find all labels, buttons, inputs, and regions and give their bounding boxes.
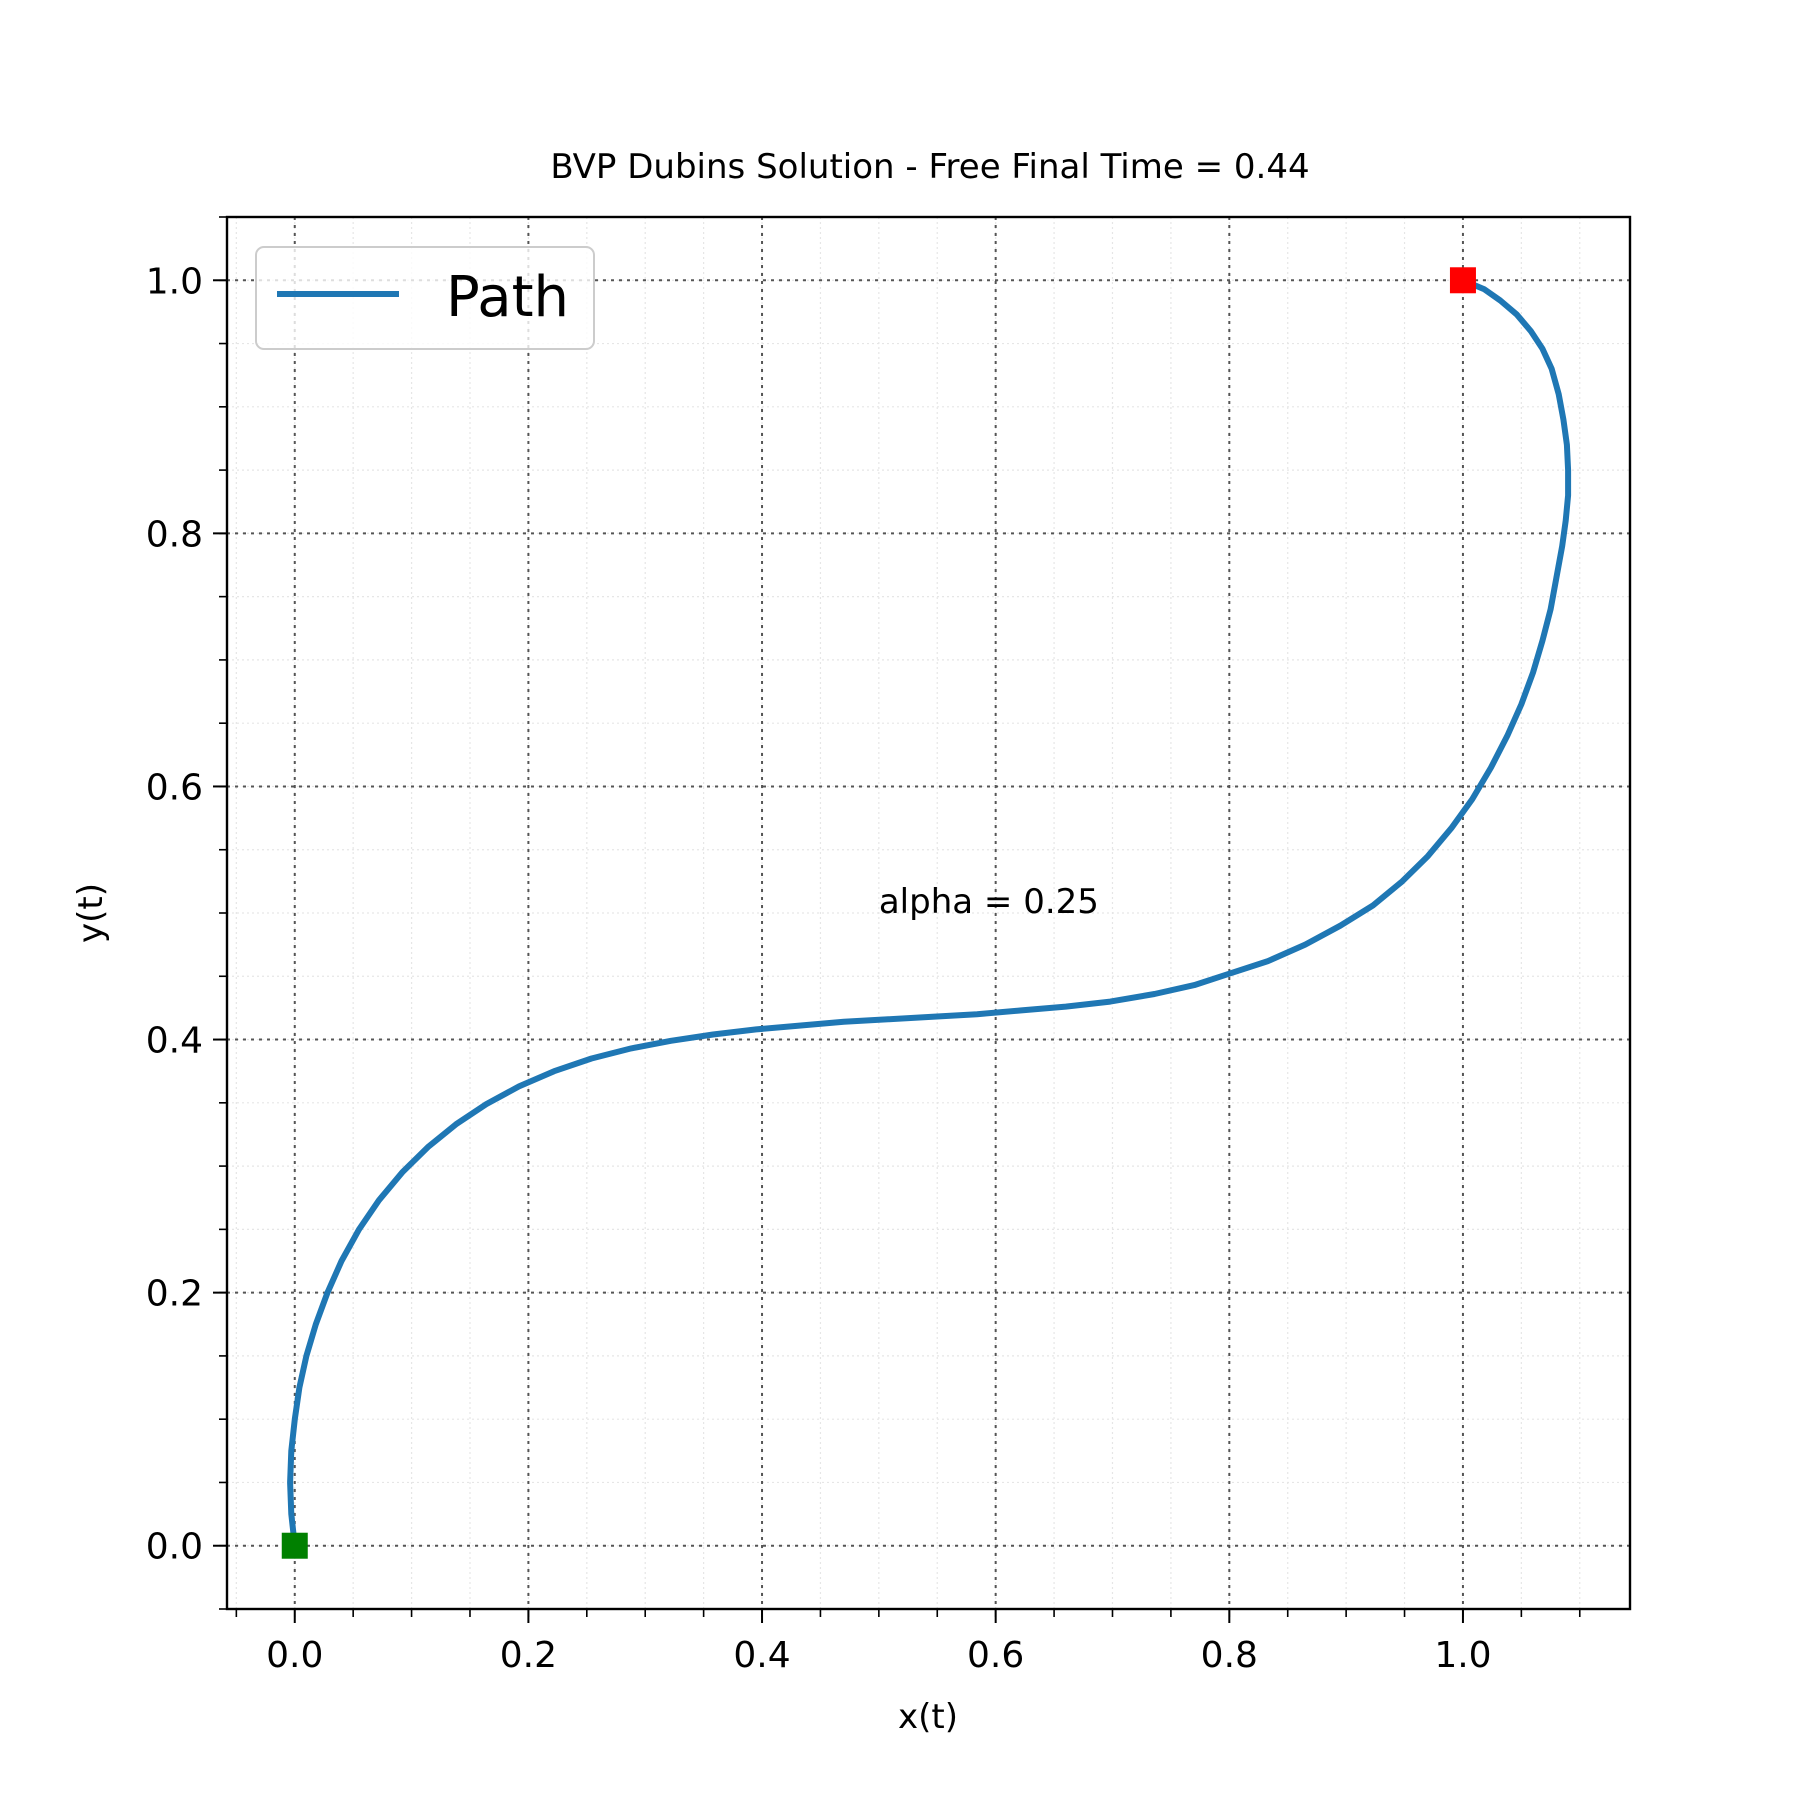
x-tick-label: 0.0	[266, 1635, 323, 1676]
major-grid	[227, 217, 1630, 1609]
x-tick-label: 0.6	[967, 1635, 1024, 1676]
end-marker	[1449, 267, 1476, 294]
x-tick-label: 0.8	[1201, 1635, 1258, 1676]
y-tick-label: 0.6	[146, 767, 203, 808]
y-tick-label: 0.4	[146, 1021, 203, 1062]
y-axis-label: y(t)	[71, 883, 111, 943]
legend: Path	[255, 246, 595, 350]
series-line-path	[287, 277, 1572, 1549]
x-axis-label: x(t)	[898, 1697, 958, 1737]
start-marker	[281, 1532, 308, 1559]
chart-title: BVP Dubins Solution - Free Final Time = …	[550, 147, 1309, 187]
alpha-annotation: alpha = 0.25	[879, 882, 1099, 922]
legend-label-path: Path	[446, 265, 569, 330]
y-tick-label: 1.0	[146, 261, 203, 302]
x-tick-label: 1.0	[1434, 1635, 1491, 1676]
x-tick-label: 0.2	[500, 1635, 557, 1676]
y-tick-label: 0.8	[146, 514, 203, 555]
plot-area	[281, 267, 1572, 1559]
y-tick-label: 0.0	[146, 1527, 203, 1568]
y-tick-label: 0.2	[146, 1274, 203, 1315]
x-tick-label: 0.4	[733, 1635, 790, 1676]
legend-box	[255, 246, 595, 350]
tick-labels: 0.0 0.2 0.4 0.6 0.8 1.0 0.0 0.2 0.4 0.6 0.8 1.0	[146, 261, 1492, 1676]
axis-ticks	[213, 216, 1581, 1623]
